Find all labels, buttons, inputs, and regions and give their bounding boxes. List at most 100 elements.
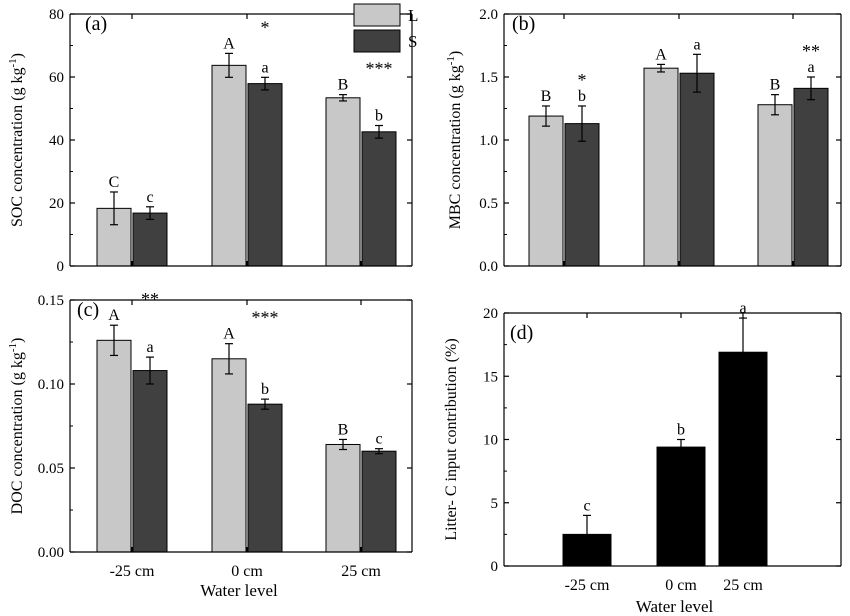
- significance-letter: c: [583, 497, 590, 514]
- significance-stars: *: [261, 17, 270, 37]
- y-axis-label-main: Litter- C input contribution (%): [443, 338, 460, 540]
- error-bar: [339, 438, 347, 451]
- y-tick-label: 15: [483, 369, 498, 385]
- error-bar: [261, 76, 269, 91]
- significance-letter: c: [146, 189, 153, 206]
- error-bar: [225, 52, 233, 78]
- y-tick-label: 60: [49, 70, 64, 86]
- error-bar: [739, 317, 747, 387]
- y-tick-label: 80: [49, 7, 64, 23]
- y-axis-label-sup: -1: [445, 56, 457, 65]
- significance-stars: **: [802, 41, 820, 61]
- y-axis-label: Litter- C input contribution (%): [443, 338, 460, 540]
- error-bar: [146, 356, 154, 385]
- significance-letter: C: [109, 174, 120, 191]
- bar: [211, 358, 247, 553]
- error-bar: [375, 124, 383, 139]
- significance-stars: *: [578, 70, 587, 90]
- error-bar: [225, 343, 233, 375]
- y-tick-label: 0.15: [38, 293, 64, 309]
- error-bar: [771, 94, 779, 116]
- panel-label: (d): [510, 322, 533, 344]
- bar: [132, 212, 168, 267]
- y-axis-label-main: DOC concentration (g kg: [9, 352, 26, 514]
- y-tick-label: 10: [483, 433, 498, 449]
- y-axis-label: DOC concentration (g kg-1): [7, 338, 26, 515]
- error-bar: [677, 438, 685, 456]
- error-bar: [657, 63, 665, 73]
- significance-letter: A: [108, 307, 120, 324]
- panel-label: (c): [77, 299, 99, 321]
- bar: [718, 351, 768, 567]
- x-tick-label: 25 cm: [341, 563, 381, 580]
- bar: [361, 450, 397, 553]
- y-tick-label: 40: [49, 133, 64, 149]
- panel-label: (b): [512, 13, 535, 35]
- bar: [679, 72, 715, 267]
- significance-stars: ***: [252, 308, 279, 328]
- y-axis-label-sup: -1: [7, 58, 19, 67]
- significance-letter: A: [223, 326, 235, 343]
- x-axis-label: Water level: [200, 581, 278, 600]
- x-tick-label: -25 cm: [565, 577, 610, 594]
- y-tick-label: 0: [57, 259, 65, 275]
- y-axis-label: MBC concentration (g kg-1): [445, 51, 464, 229]
- legend: LS: [353, 3, 418, 53]
- error-bar: [807, 76, 815, 101]
- y-axis-label-main: SOC concentration (g kg: [9, 67, 26, 227]
- bar: [643, 67, 679, 267]
- y-tick-label: 0.00: [38, 545, 64, 561]
- significance-letter: A: [655, 46, 667, 63]
- y-axis-label-end: ): [9, 338, 26, 343]
- y-tick-label: 0.5: [479, 196, 498, 212]
- y-tick-label: 2.0: [479, 7, 498, 23]
- y-tick-label: 1.5: [479, 70, 498, 86]
- legend-swatch: [353, 29, 401, 53]
- y-tick-label: 1.0: [479, 133, 498, 149]
- bar: [211, 64, 247, 267]
- error-bar: [542, 105, 550, 127]
- error-bar: [375, 448, 383, 455]
- error-bar: [583, 514, 591, 554]
- x-axis-label: Water level: [636, 597, 714, 616]
- bar: [325, 97, 361, 267]
- significance-letter: B: [338, 421, 349, 438]
- significance-stars: ***: [366, 59, 393, 79]
- error-bar: [110, 324, 118, 357]
- y-tick-label: 20: [49, 196, 64, 212]
- bar: [247, 403, 283, 553]
- legend-label: S: [408, 32, 417, 51]
- bar: [757, 104, 793, 267]
- error-bar: [110, 191, 118, 226]
- significance-letter: a: [693, 36, 700, 53]
- x-tick-label: 0 cm: [231, 563, 263, 580]
- significance-letter: b: [578, 88, 586, 105]
- bar: [361, 131, 397, 267]
- y-axis-label-sup: -1: [7, 343, 19, 352]
- significance-letter: a: [807, 59, 814, 76]
- significance-letter: a: [261, 59, 268, 76]
- y-axis-label-main: MBC concentration (g kg: [447, 65, 464, 229]
- x-tick-label: 0 cm: [665, 577, 697, 594]
- bar: [96, 339, 132, 553]
- bar: [528, 115, 564, 267]
- legend-swatch: [353, 3, 401, 27]
- bar: [564, 123, 600, 267]
- y-tick-label: 0: [491, 559, 499, 575]
- legend-label: L: [408, 6, 418, 25]
- bar: [656, 446, 706, 567]
- significance-letter: B: [338, 77, 349, 94]
- significance-letter: B: [770, 77, 781, 94]
- significance-letter: a: [739, 300, 746, 317]
- significance-letter: b: [261, 381, 269, 398]
- panel-label: (a): [85, 13, 107, 35]
- y-axis-label-end: ): [447, 51, 464, 56]
- x-tick-label: 25 cm: [723, 577, 763, 594]
- significance-letter: b: [375, 108, 383, 125]
- y-tick-label: 0.0: [479, 259, 498, 275]
- y-tick-label: 0.05: [38, 461, 64, 477]
